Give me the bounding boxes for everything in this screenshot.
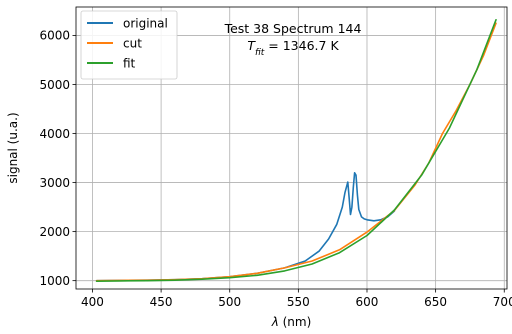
y-tick-label: 3000: [39, 176, 70, 190]
x-tick-label: 650: [424, 295, 447, 309]
tfit-symbol: T: [247, 38, 256, 53]
x-axis-symbol: λ: [271, 315, 279, 329]
legend-entry-original: original: [87, 17, 168, 31]
y-tick-label: 1000: [39, 274, 70, 288]
y-tick-label: 5000: [39, 78, 70, 92]
tfit-subscript: fit: [255, 48, 265, 58]
y-tick-label: 4000: [39, 127, 70, 141]
x-tick-label: 550: [287, 295, 310, 309]
series-layer: [95, 19, 497, 282]
chart-annotation-tfit: Tfit = 1346.7 K: [247, 38, 339, 58]
legend: original cut fit: [80, 10, 178, 80]
tfit-value: = 1346.7 K: [264, 38, 339, 53]
y-tick-label: 2000: [39, 225, 70, 239]
axis-ticks: 400 450 500 550 600 650 700 1000 2000 3000 4000 500…: [39, 29, 512, 309]
y-tick-label: 6000: [39, 29, 70, 43]
x-tick-label: 600: [356, 295, 379, 309]
legend-entry-cut: cut: [87, 37, 142, 51]
x-tick-label: 500: [218, 295, 241, 309]
x-tick-label: 450: [150, 295, 173, 309]
x-tick-label: 700: [493, 295, 512, 309]
x-axis-unit: (nm): [279, 315, 311, 329]
plot-frame: [75, 6, 508, 290]
legend-label: fit: [123, 57, 136, 71]
legend-label: original: [123, 17, 168, 31]
legend-entry-fit: fit: [87, 57, 136, 71]
x-axis-label: λ (nm): [271, 315, 312, 329]
x-tick-label: 400: [81, 295, 104, 309]
chart-annotation-title: Test 38 Spectrum 144: [224, 21, 362, 36]
y-axis-label: signal (u.a.): [6, 112, 20, 183]
legend-label: cut: [123, 37, 142, 51]
series-line-fit: [95, 19, 497, 282]
